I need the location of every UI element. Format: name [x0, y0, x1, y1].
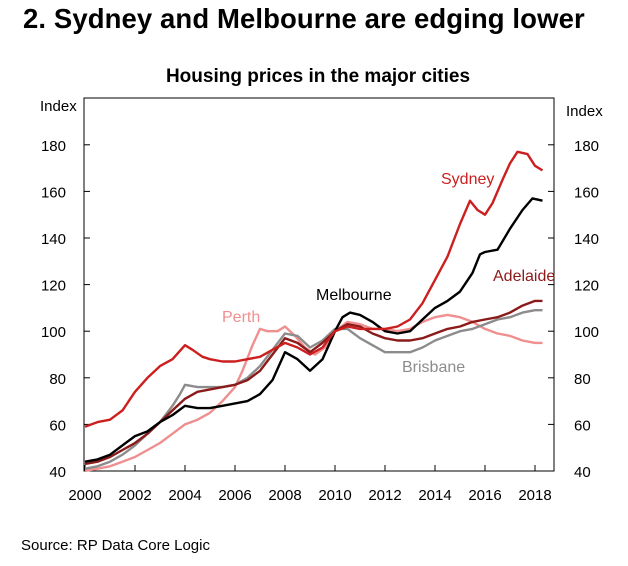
y-axis-label-left: Index [40, 98, 77, 115]
y-axis-label-right: Index [566, 103, 603, 120]
x-tick-label: 2002 [118, 487, 151, 504]
series-line-perth [84, 313, 543, 473]
series-line-adelaide [84, 299, 543, 466]
series-lines [84, 150, 544, 473]
y-tick-label-left: 140 [41, 231, 66, 248]
x-tick-label: 2014 [418, 487, 451, 504]
y-tick-label-left: 40 [49, 464, 66, 481]
source-note: Source: RP Data Core Logic [21, 537, 210, 554]
x-tick-label: 2008 [268, 487, 301, 504]
x-tick-label: 2018 [518, 487, 551, 504]
series-label-melbourne: Melbourne [316, 287, 392, 304]
series-annotations: Sydney Melbourne Adelaide Perth Brisbane [222, 171, 555, 376]
x-tick-label: 2004 [168, 487, 201, 504]
x-tick-label: 2000 [68, 487, 101, 504]
plot-area-frame [83, 97, 555, 472]
y-tick-label-left: 120 [41, 278, 66, 295]
series-line-sydney [84, 150, 544, 428]
y-tick-label-left: 160 [41, 184, 66, 201]
y-tick-label-left: 100 [41, 324, 66, 341]
series-label-brisbane: Brisbane [402, 359, 465, 376]
series-label-sydney: Sydney [441, 171, 494, 188]
y-tick-label-left: 180 [41, 138, 66, 155]
x-tick-label: 2010 [318, 487, 351, 504]
axis-ticks: 40 40 60 60 80 80 100 100 120 120 140 140 160 160 180 1… [41, 138, 599, 504]
y-tick-label-right: 160 [574, 184, 599, 201]
series-line-melbourne [84, 197, 543, 463]
page-heading: 2. Sydney and Melbourne are edging lower [23, 3, 585, 34]
y-tick-label-right: 140 [574, 231, 599, 248]
y-tick-label-right: 120 [574, 278, 599, 295]
x-tick-label: 2006 [218, 487, 251, 504]
y-tick-label-right: 100 [574, 324, 599, 341]
y-tick-label-left: 80 [49, 371, 66, 388]
x-tick-label: 2012 [368, 487, 401, 504]
series-label-adelaide: Adelaide [493, 268, 555, 285]
y-tick-label-left: 60 [49, 417, 66, 434]
y-tick-label-right: 80 [574, 371, 591, 388]
y-tick-label-right: 40 [574, 464, 591, 481]
series-line-brisbane [84, 309, 543, 470]
y-tick-label-right: 180 [574, 138, 599, 155]
series-label-perth: Perth [222, 309, 260, 326]
x-tick-label: 2016 [468, 487, 501, 504]
chart-title: Housing prices in the major cities [166, 66, 470, 87]
y-tick-label-right: 60 [574, 417, 591, 434]
